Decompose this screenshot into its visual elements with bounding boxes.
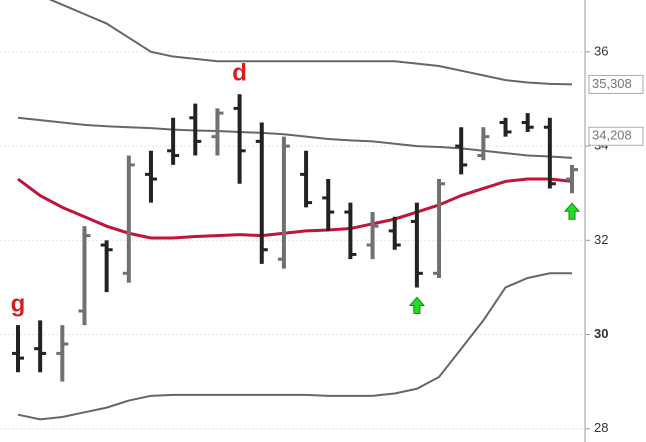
price-label-box	[588, 74, 644, 94]
lower-band	[17, 272, 572, 421]
moving-average	[17, 177, 573, 240]
annotation: g	[11, 290, 26, 317]
y-tick-label: 32	[594, 232, 608, 247]
y-tick-label: 36	[594, 43, 608, 58]
price-label-box	[588, 126, 644, 146]
y-tick-label: 30	[594, 326, 608, 341]
annotation: d	[232, 60, 247, 87]
middle-band	[17, 116, 573, 159]
y-tick-label: 28	[594, 420, 608, 435]
signal-arrow	[408, 296, 425, 314]
signal-arrow	[563, 202, 581, 220]
upper-band	[48, 0, 573, 86]
price-label: 35,308	[592, 76, 632, 91]
plot-area: gd	[0, 0, 585, 430]
price-label: 34,208	[592, 128, 632, 143]
